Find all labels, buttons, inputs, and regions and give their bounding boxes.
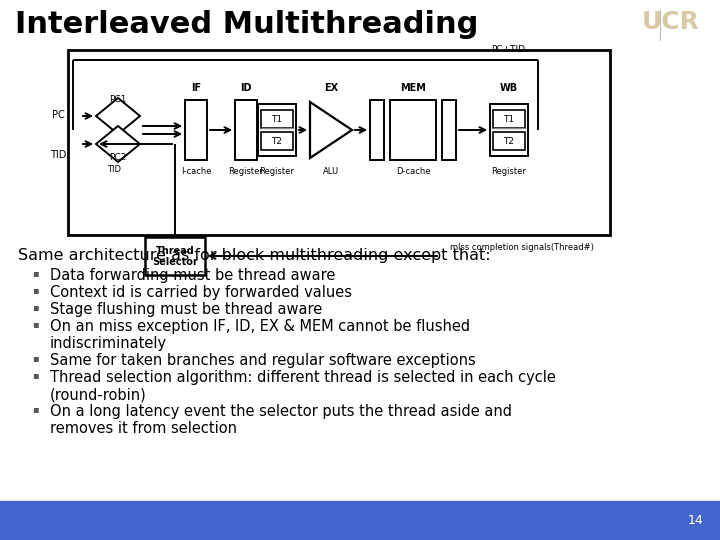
Text: Thread selection algorithm: different thread is selected in each cycle: Thread selection algorithm: different th… <box>50 370 556 385</box>
Polygon shape <box>310 102 352 158</box>
Text: Register: Register <box>492 167 526 177</box>
Text: T1: T1 <box>271 114 282 124</box>
Text: ▪: ▪ <box>32 285 38 295</box>
Text: D-cache: D-cache <box>396 167 431 177</box>
Text: Same for taken branches and regular software exceptions: Same for taken branches and regular soft… <box>50 353 476 368</box>
Text: EX: EX <box>324 83 338 93</box>
Text: On an miss exception IF, ID, EX & MEM cannot be flushed: On an miss exception IF, ID, EX & MEM ca… <box>50 319 470 334</box>
Text: removes it from selection: removes it from selection <box>50 421 237 436</box>
Bar <box>442 100 456 160</box>
Text: PC2: PC2 <box>109 153 127 163</box>
Text: MEM: MEM <box>400 83 426 93</box>
Text: indiscriminately: indiscriminately <box>50 336 167 351</box>
Text: (round-robin): (round-robin) <box>50 387 147 402</box>
Text: On a long latency event the selector puts the thread aside and: On a long latency event the selector put… <box>50 404 512 419</box>
Text: ALU: ALU <box>323 167 339 177</box>
Text: ID: ID <box>240 83 252 93</box>
Bar <box>185 100 207 160</box>
Text: Register: Register <box>260 167 294 177</box>
Text: ▪: ▪ <box>32 319 38 329</box>
Bar <box>370 100 384 160</box>
Text: Thread: Thread <box>156 246 194 256</box>
Text: IF: IF <box>191 83 201 93</box>
Text: Data forwarding must be thread aware: Data forwarding must be thread aware <box>50 268 336 283</box>
Bar <box>258 104 296 156</box>
Text: Context id is carried by forwarded values: Context id is carried by forwarded value… <box>50 285 352 300</box>
Text: ▪: ▪ <box>32 353 38 363</box>
Text: 14: 14 <box>688 514 703 527</box>
Text: PC+TID: PC+TID <box>491 45 525 55</box>
Text: Selector: Selector <box>152 256 198 267</box>
Bar <box>235 100 257 160</box>
Text: ▪: ▪ <box>32 268 38 278</box>
Text: ▪: ▪ <box>32 404 38 414</box>
Text: T1: T1 <box>503 114 515 124</box>
Polygon shape <box>96 98 140 134</box>
Text: I-cache: I-cache <box>181 167 211 177</box>
Bar <box>261 110 293 128</box>
Text: T2: T2 <box>271 137 282 145</box>
Text: TID: TID <box>50 150 66 160</box>
Text: ▪: ▪ <box>32 370 38 380</box>
Bar <box>68 50 610 235</box>
Text: Interleaved Multithreading: Interleaved Multithreading <box>15 10 478 39</box>
Bar <box>490 104 528 156</box>
Text: T2: T2 <box>503 137 515 145</box>
Polygon shape <box>96 126 140 162</box>
Bar <box>145 237 205 275</box>
Bar <box>0 501 720 540</box>
Bar <box>493 132 525 150</box>
Bar <box>493 110 525 128</box>
Text: Stage flushing must be thread aware: Stage flushing must be thread aware <box>50 302 323 317</box>
Text: UCR: UCR <box>642 10 700 34</box>
Bar <box>390 100 436 160</box>
Text: Register: Register <box>228 167 264 177</box>
Text: TID: TID <box>107 165 121 174</box>
Text: ▪: ▪ <box>32 302 38 312</box>
Text: WB: WB <box>500 83 518 93</box>
Text: PC1: PC1 <box>109 96 127 105</box>
Bar <box>261 132 293 150</box>
Text: PC: PC <box>52 110 64 120</box>
Text: Same architecture as for block multithreading except that:: Same architecture as for block multithre… <box>18 248 490 263</box>
Text: mlss completion signals(Thread#): mlss completion signals(Thread#) <box>450 244 594 253</box>
